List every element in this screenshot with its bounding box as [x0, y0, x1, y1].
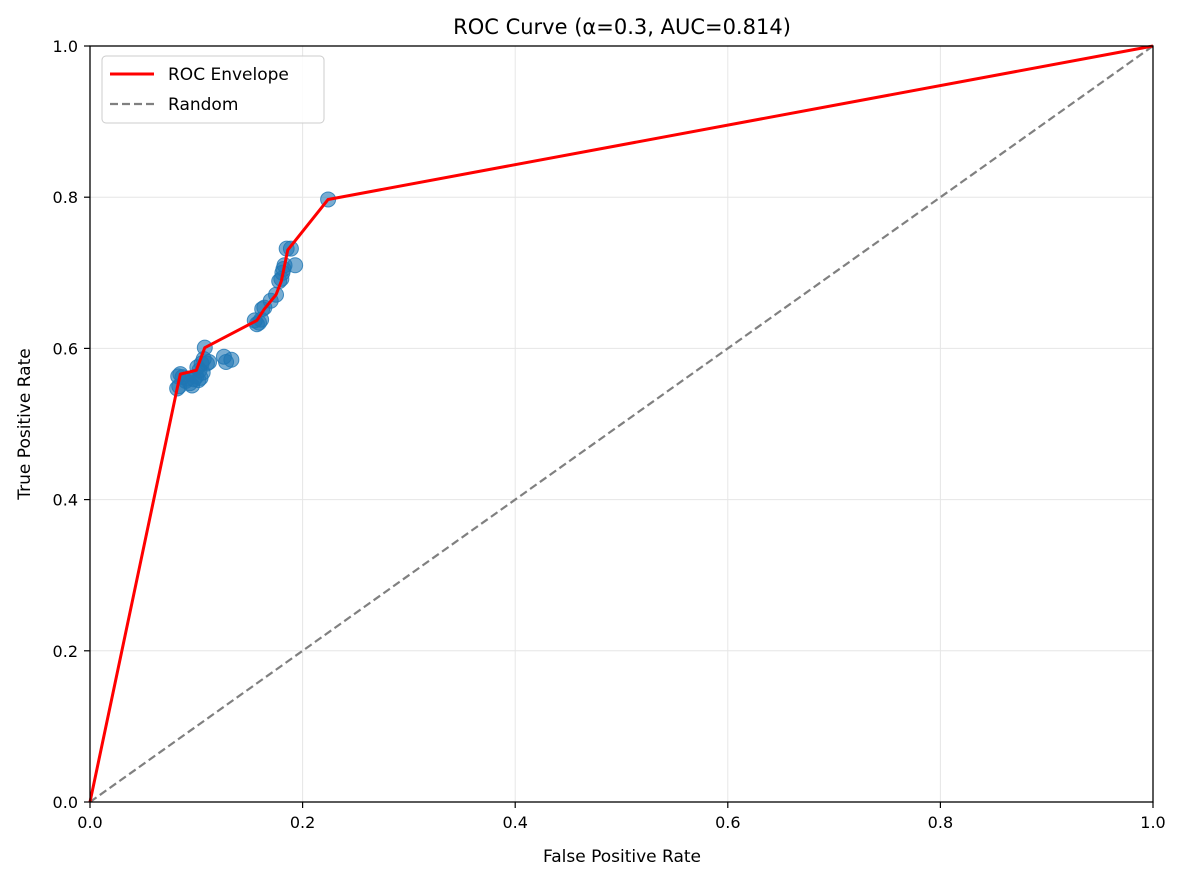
y-tick-label: 0.2 — [53, 642, 78, 661]
x-axis-label: False Positive Rate — [543, 847, 701, 867]
y-tick-label: 1.0 — [53, 37, 78, 56]
scatter-point — [223, 351, 240, 368]
plot-frame — [89, 45, 1154, 803]
chart-title: ROC Curve (α=0.3, AUC=0.814) — [453, 15, 791, 39]
random-baseline-line — [89, 45, 1154, 803]
x-tick-label: 0.8 — [928, 813, 953, 832]
axis-ticks: 0.0 0.2 0.4 0.6 0.8 1.0 0.0 0.2 0.4 0.6 0.8 1.0 — [53, 37, 1166, 832]
y-tick-label: 0.4 — [53, 491, 78, 510]
scatter-point — [287, 257, 304, 274]
legend-roc-label: ROC Envelope — [168, 65, 289, 85]
legend: ROC Envelope Random — [101, 55, 325, 124]
x-tick-label: 0.2 — [290, 813, 315, 832]
legend-box — [101, 55, 325, 124]
x-tick-label: 0.4 — [502, 813, 527, 832]
y-axis-label: True Positive Rate — [15, 348, 35, 500]
legend-random-label: Random — [168, 95, 238, 115]
x-tick-label: 0.6 — [715, 813, 740, 832]
roc-envelope-line — [88, 44, 1154, 803]
y-tick-label: 0.8 — [53, 188, 78, 207]
x-tick-label: 0.0 — [77, 813, 102, 832]
y-tick-label: 0.6 — [53, 339, 78, 358]
scatter-point — [201, 354, 218, 371]
y-tick-label: 0.0 — [53, 793, 78, 812]
grid-lines — [90, 46, 1153, 802]
x-tick-label: 1.0 — [1140, 813, 1165, 832]
